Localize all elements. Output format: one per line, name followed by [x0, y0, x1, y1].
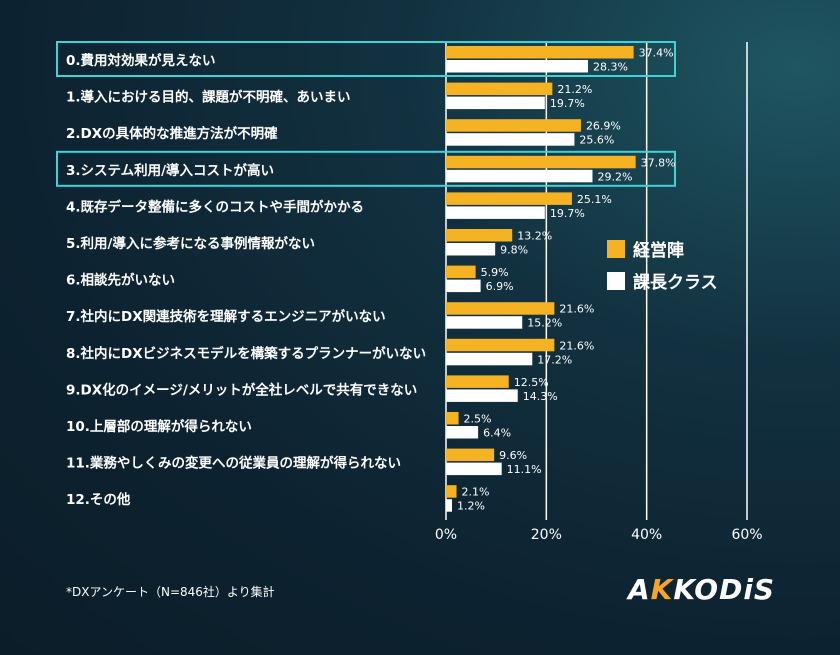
highlight-boxes — [56, 41, 676, 187]
bar-manager — [446, 133, 575, 146]
bar-manager — [446, 316, 523, 329]
x-tick-label: 40% — [631, 527, 662, 543]
data-label: 11.1% — [507, 463, 542, 476]
bar-executive — [446, 229, 513, 242]
bar-manager — [446, 352, 533, 366]
data-label: 19.7% — [550, 97, 585, 110]
footnote: *DXアンケート（N=846社）より集計 — [66, 585, 275, 599]
data-label: 13.2% — [517, 230, 552, 243]
x-axis-ticks: 0% 20% 40% 60% — [435, 527, 763, 543]
data-label: 9.6% — [499, 449, 527, 462]
bar-executive — [446, 448, 495, 462]
category-labels: 0.費用対効果が見えない 1.導入における目的、課題が不明確、あいまい 2.DXの具… — [66, 52, 426, 508]
category-label: 11.業務やしくみの変更への従業員の理解が得られない — [66, 455, 401, 472]
category-label: 4.既存データ整備に多くのコストや手間がかかる — [66, 198, 364, 215]
category-label: 7.社内にDX関連技術を理解するエンジニアがいない — [66, 308, 386, 325]
logo-part1: A — [628, 573, 651, 606]
legend-label: 経営陣 — [633, 240, 684, 261]
data-label: 15.2% — [527, 317, 562, 330]
legend-swatch — [607, 240, 625, 258]
bar-executive — [446, 375, 509, 388]
data-label: 6.4% — [483, 427, 511, 440]
data-label: 21.6% — [559, 303, 594, 316]
category-label: 2.DXの具体的な推進方法が不明確 — [66, 125, 278, 142]
bar-executive — [446, 412, 459, 425]
category-label: 12.その他 — [66, 491, 131, 508]
bar-executive — [446, 302, 555, 315]
bar-manager — [446, 426, 479, 439]
logo-part3: K — [673, 573, 695, 606]
data-label: 14.3% — [523, 390, 558, 403]
category-label: 1.導入における目的、課題が不明確、あいまい — [66, 89, 351, 106]
legend-swatch — [607, 272, 625, 290]
bar-manager — [446, 243, 496, 256]
bar-executive — [446, 155, 636, 169]
data-label: 25.6% — [579, 134, 614, 147]
data-label: 17.2% — [537, 353, 572, 366]
bar-executive — [446, 192, 572, 205]
category-label: 5.利用/導入に参考になる事例情報がない — [66, 235, 315, 252]
data-label: 1.2% — [457, 500, 485, 513]
bar-manager — [446, 206, 545, 219]
data-label: 2.5% — [464, 413, 492, 426]
data-label: 37.8% — [641, 156, 676, 169]
category-label: 8.社内にDXビジネスモデルを構築するプランナーがいない — [66, 345, 426, 362]
bar-manager — [446, 96, 545, 110]
logo-part4: ODiS — [694, 573, 776, 606]
highlight-box — [56, 41, 676, 77]
x-tick-label: 20% — [531, 527, 562, 543]
data-label: 5.9% — [481, 266, 509, 279]
category-label: 6.相談先がいない — [66, 272, 175, 289]
akkodis-logo: AKKODiS — [628, 573, 775, 606]
data-label: 21.2% — [557, 83, 592, 96]
data-label: 29.2% — [597, 170, 632, 183]
data-label: 9.8% — [500, 244, 528, 257]
bar-manager — [446, 389, 518, 402]
bar-executive — [446, 82, 553, 96]
bar-manager — [446, 60, 588, 73]
x-tick-label: 60% — [731, 527, 762, 543]
data-label: 28.3% — [593, 61, 628, 74]
category-label: 3.システム利用/導入コストが高い — [66, 162, 274, 179]
data-label: 26.9% — [586, 120, 621, 133]
bars: 37.4%28.3%21.2%19.7%26.9%25.6%37.8%29.2%… — [446, 46, 676, 513]
bar-manager — [446, 462, 502, 476]
data-label: 6.9% — [486, 280, 514, 293]
x-tick-label: 0% — [435, 527, 457, 543]
bar-manager — [446, 279, 481, 293]
category-label: 0.費用対効果が見えない — [66, 52, 216, 69]
category-label: 10.上層部の理解が得られない — [66, 418, 252, 435]
bar-executive — [446, 338, 555, 352]
legend-label: 課長クラス — [633, 272, 718, 293]
bar-manager — [446, 499, 453, 512]
data-label: 37.4% — [639, 47, 674, 60]
bar-executive — [446, 265, 476, 279]
data-label: 2.1% — [462, 486, 490, 499]
data-label: 12.5% — [514, 376, 549, 389]
data-label: 19.7% — [550, 207, 585, 220]
logo-part2: K — [650, 573, 674, 606]
bar-executive — [446, 46, 634, 59]
data-label: 25.1% — [577, 193, 612, 206]
bar-manager — [446, 169, 593, 183]
highlight-box — [56, 150, 676, 187]
data-label: 21.6% — [559, 339, 594, 352]
category-label: 9.DX化のイメージ/メリットが全社レベルで共有できない — [66, 381, 417, 398]
bar-executive — [446, 485, 457, 498]
bar-executive — [446, 119, 581, 132]
